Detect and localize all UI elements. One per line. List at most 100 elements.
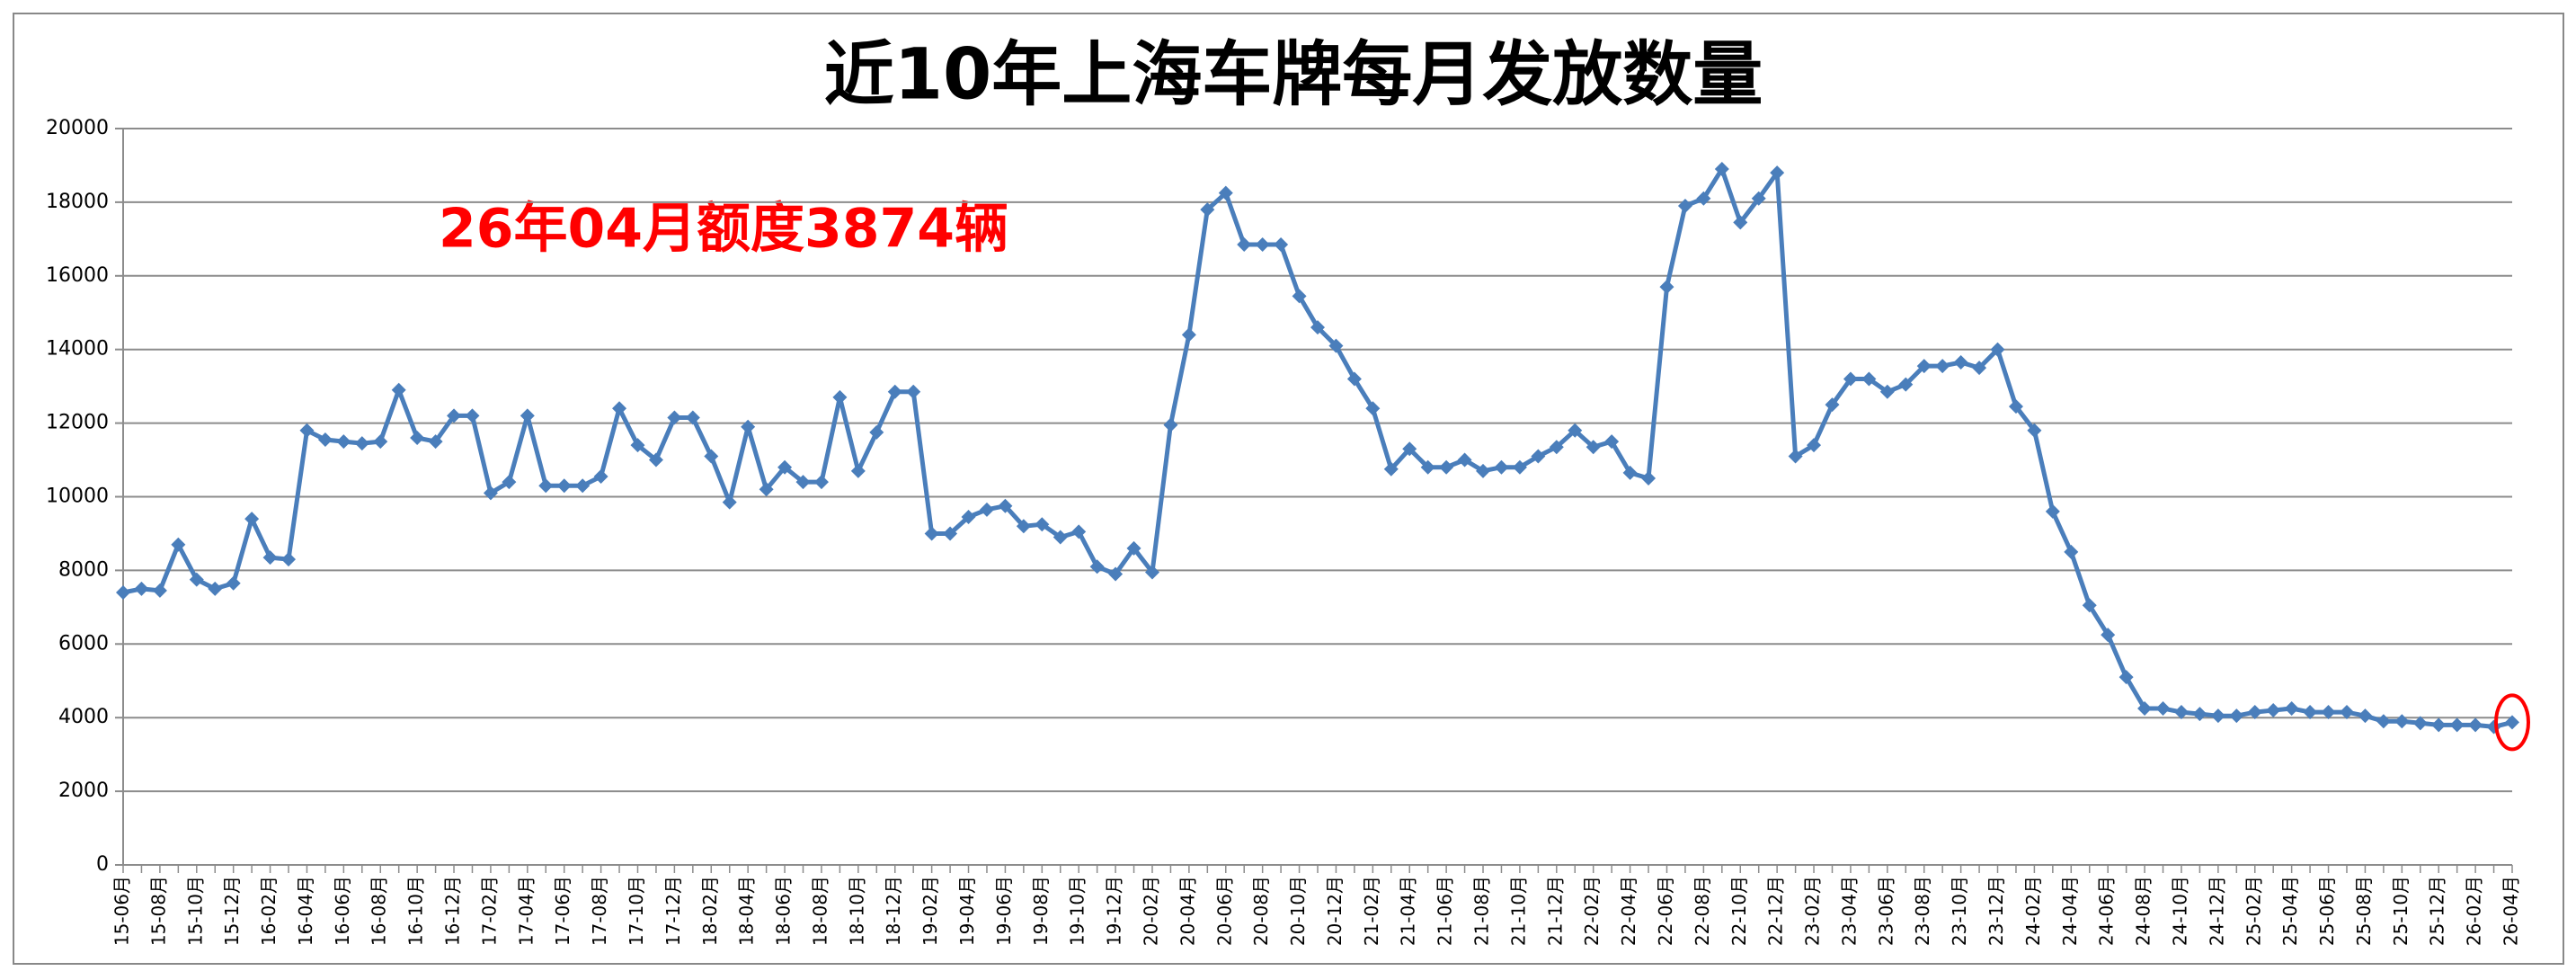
data-marker	[428, 434, 443, 450]
data-marker	[1586, 440, 1601, 455]
x-tick-label: 20-04月	[1177, 876, 1198, 946]
data-marker	[447, 408, 462, 423]
data-marker	[502, 475, 517, 490]
data-marker	[741, 419, 756, 434]
data-marker	[2173, 705, 2189, 720]
data-marker	[1714, 162, 1729, 177]
x-tick-label: 18-12月	[883, 876, 904, 946]
data-marker	[1163, 417, 1178, 432]
x-tick-label: 16-04月	[295, 876, 316, 946]
data-marker	[1807, 438, 1822, 453]
data-marker	[208, 581, 223, 596]
data-marker	[354, 436, 369, 451]
data-marker	[612, 401, 627, 416]
x-tick-label: 19-06月	[993, 876, 1015, 946]
data-marker	[1053, 530, 1068, 545]
data-marker	[1659, 280, 1674, 295]
x-tick-label: 17-06月	[552, 876, 573, 946]
data-marker	[1953, 355, 1968, 370]
data-marker	[1861, 371, 1877, 387]
chart-frame	[13, 13, 2564, 965]
x-tick-label: 24-10月	[2169, 876, 2190, 946]
x-tick-label: 22-04月	[1618, 876, 1639, 946]
data-marker	[1751, 191, 1766, 206]
data-marker	[1200, 202, 1215, 218]
data-marker	[373, 434, 388, 450]
data-marker	[1292, 289, 1307, 304]
x-tick-label: 17-04月	[515, 876, 537, 946]
data-marker	[483, 486, 498, 501]
data-marker	[299, 423, 315, 438]
x-tick-label: 19-08月	[1030, 876, 1052, 946]
y-tick-label: 10000	[46, 486, 109, 508]
y-tick-label: 8000	[58, 558, 109, 581]
data-marker	[2210, 708, 2225, 724]
data-marker	[630, 438, 645, 453]
data-marker	[1879, 384, 1895, 399]
data-marker	[1788, 449, 1803, 464]
data-marker	[317, 432, 333, 448]
data-marker	[1825, 397, 1840, 413]
data-marker	[1126, 540, 1141, 556]
data-marker	[998, 498, 1013, 513]
x-tick-label: 24-12月	[2206, 876, 2227, 946]
data-marker	[1439, 459, 1454, 475]
data-marker	[2303, 705, 2318, 720]
data-marker	[648, 452, 663, 468]
data-marker	[2119, 670, 2134, 685]
x-tick-label: 25-04月	[2279, 876, 2301, 946]
x-tick-label: 24-04月	[2059, 876, 2081, 946]
x-tick-label: 24-06月	[2096, 876, 2118, 946]
x-tick-label: 15-06月	[111, 876, 133, 946]
x-tick-label: 22-08月	[1692, 876, 1713, 946]
data-marker	[2449, 717, 2465, 733]
data-marker	[1274, 236, 1289, 252]
x-tick-label: 23-04月	[1838, 876, 1860, 946]
data-marker	[116, 584, 130, 600]
data-marker	[2082, 598, 2097, 613]
data-marker	[887, 384, 902, 399]
chart-title: 近10年上海车牌每月发放数量	[824, 34, 1763, 115]
data-marker	[2358, 708, 2373, 724]
x-tick-label: 20-12月	[1324, 876, 1346, 946]
x-tick-label: 21-12月	[1544, 876, 1566, 946]
x-tick-label: 23-12月	[1985, 876, 2007, 946]
data-marker	[1089, 559, 1105, 575]
x-tick-label: 18-04月	[736, 876, 758, 946]
data-marker	[759, 482, 774, 497]
data-marker	[520, 408, 535, 423]
x-tick-label: 21-04月	[1398, 876, 1419, 946]
x-tick-label: 18-10月	[846, 876, 867, 946]
x-tick-label: 16-08月	[369, 876, 390, 946]
data-marker	[2064, 544, 2079, 559]
x-tick-label: 26-02月	[2464, 876, 2485, 946]
x-tick-label: 20-08月	[1250, 876, 1272, 946]
data-marker	[1237, 236, 1252, 252]
data-marker	[1696, 191, 1711, 206]
data-marker	[1016, 519, 1031, 534]
x-tick-label: 24-08月	[2133, 876, 2154, 946]
data-marker	[1512, 459, 1527, 475]
data-marker	[1935, 359, 1950, 374]
y-tick-label: 14000	[46, 338, 109, 361]
x-tick-label: 18-06月	[773, 876, 795, 946]
x-tick-label: 20-06月	[1213, 876, 1235, 946]
x-tick-label: 19-12月	[1104, 876, 1125, 946]
data-marker	[2137, 700, 2153, 716]
data-marker	[1218, 185, 1233, 200]
data-marker	[667, 410, 682, 425]
x-tick-label: 21-02月	[1361, 876, 1382, 946]
data-marker	[410, 430, 425, 445]
data-marker	[1990, 342, 2005, 357]
data-marker	[777, 459, 793, 475]
data-marker	[1549, 440, 1564, 455]
data-marker	[556, 478, 572, 494]
data-marker	[2394, 714, 2410, 729]
x-tick-label: 26-04月	[2500, 876, 2522, 946]
data-marker	[391, 382, 406, 397]
y-tick-label: 4000	[58, 706, 109, 728]
x-tick-label: 15-12月	[221, 876, 243, 946]
x-tick-label: 17-12月	[662, 876, 684, 946]
data-marker	[593, 468, 608, 484]
x-tick-label: 23-06月	[1875, 876, 1896, 946]
